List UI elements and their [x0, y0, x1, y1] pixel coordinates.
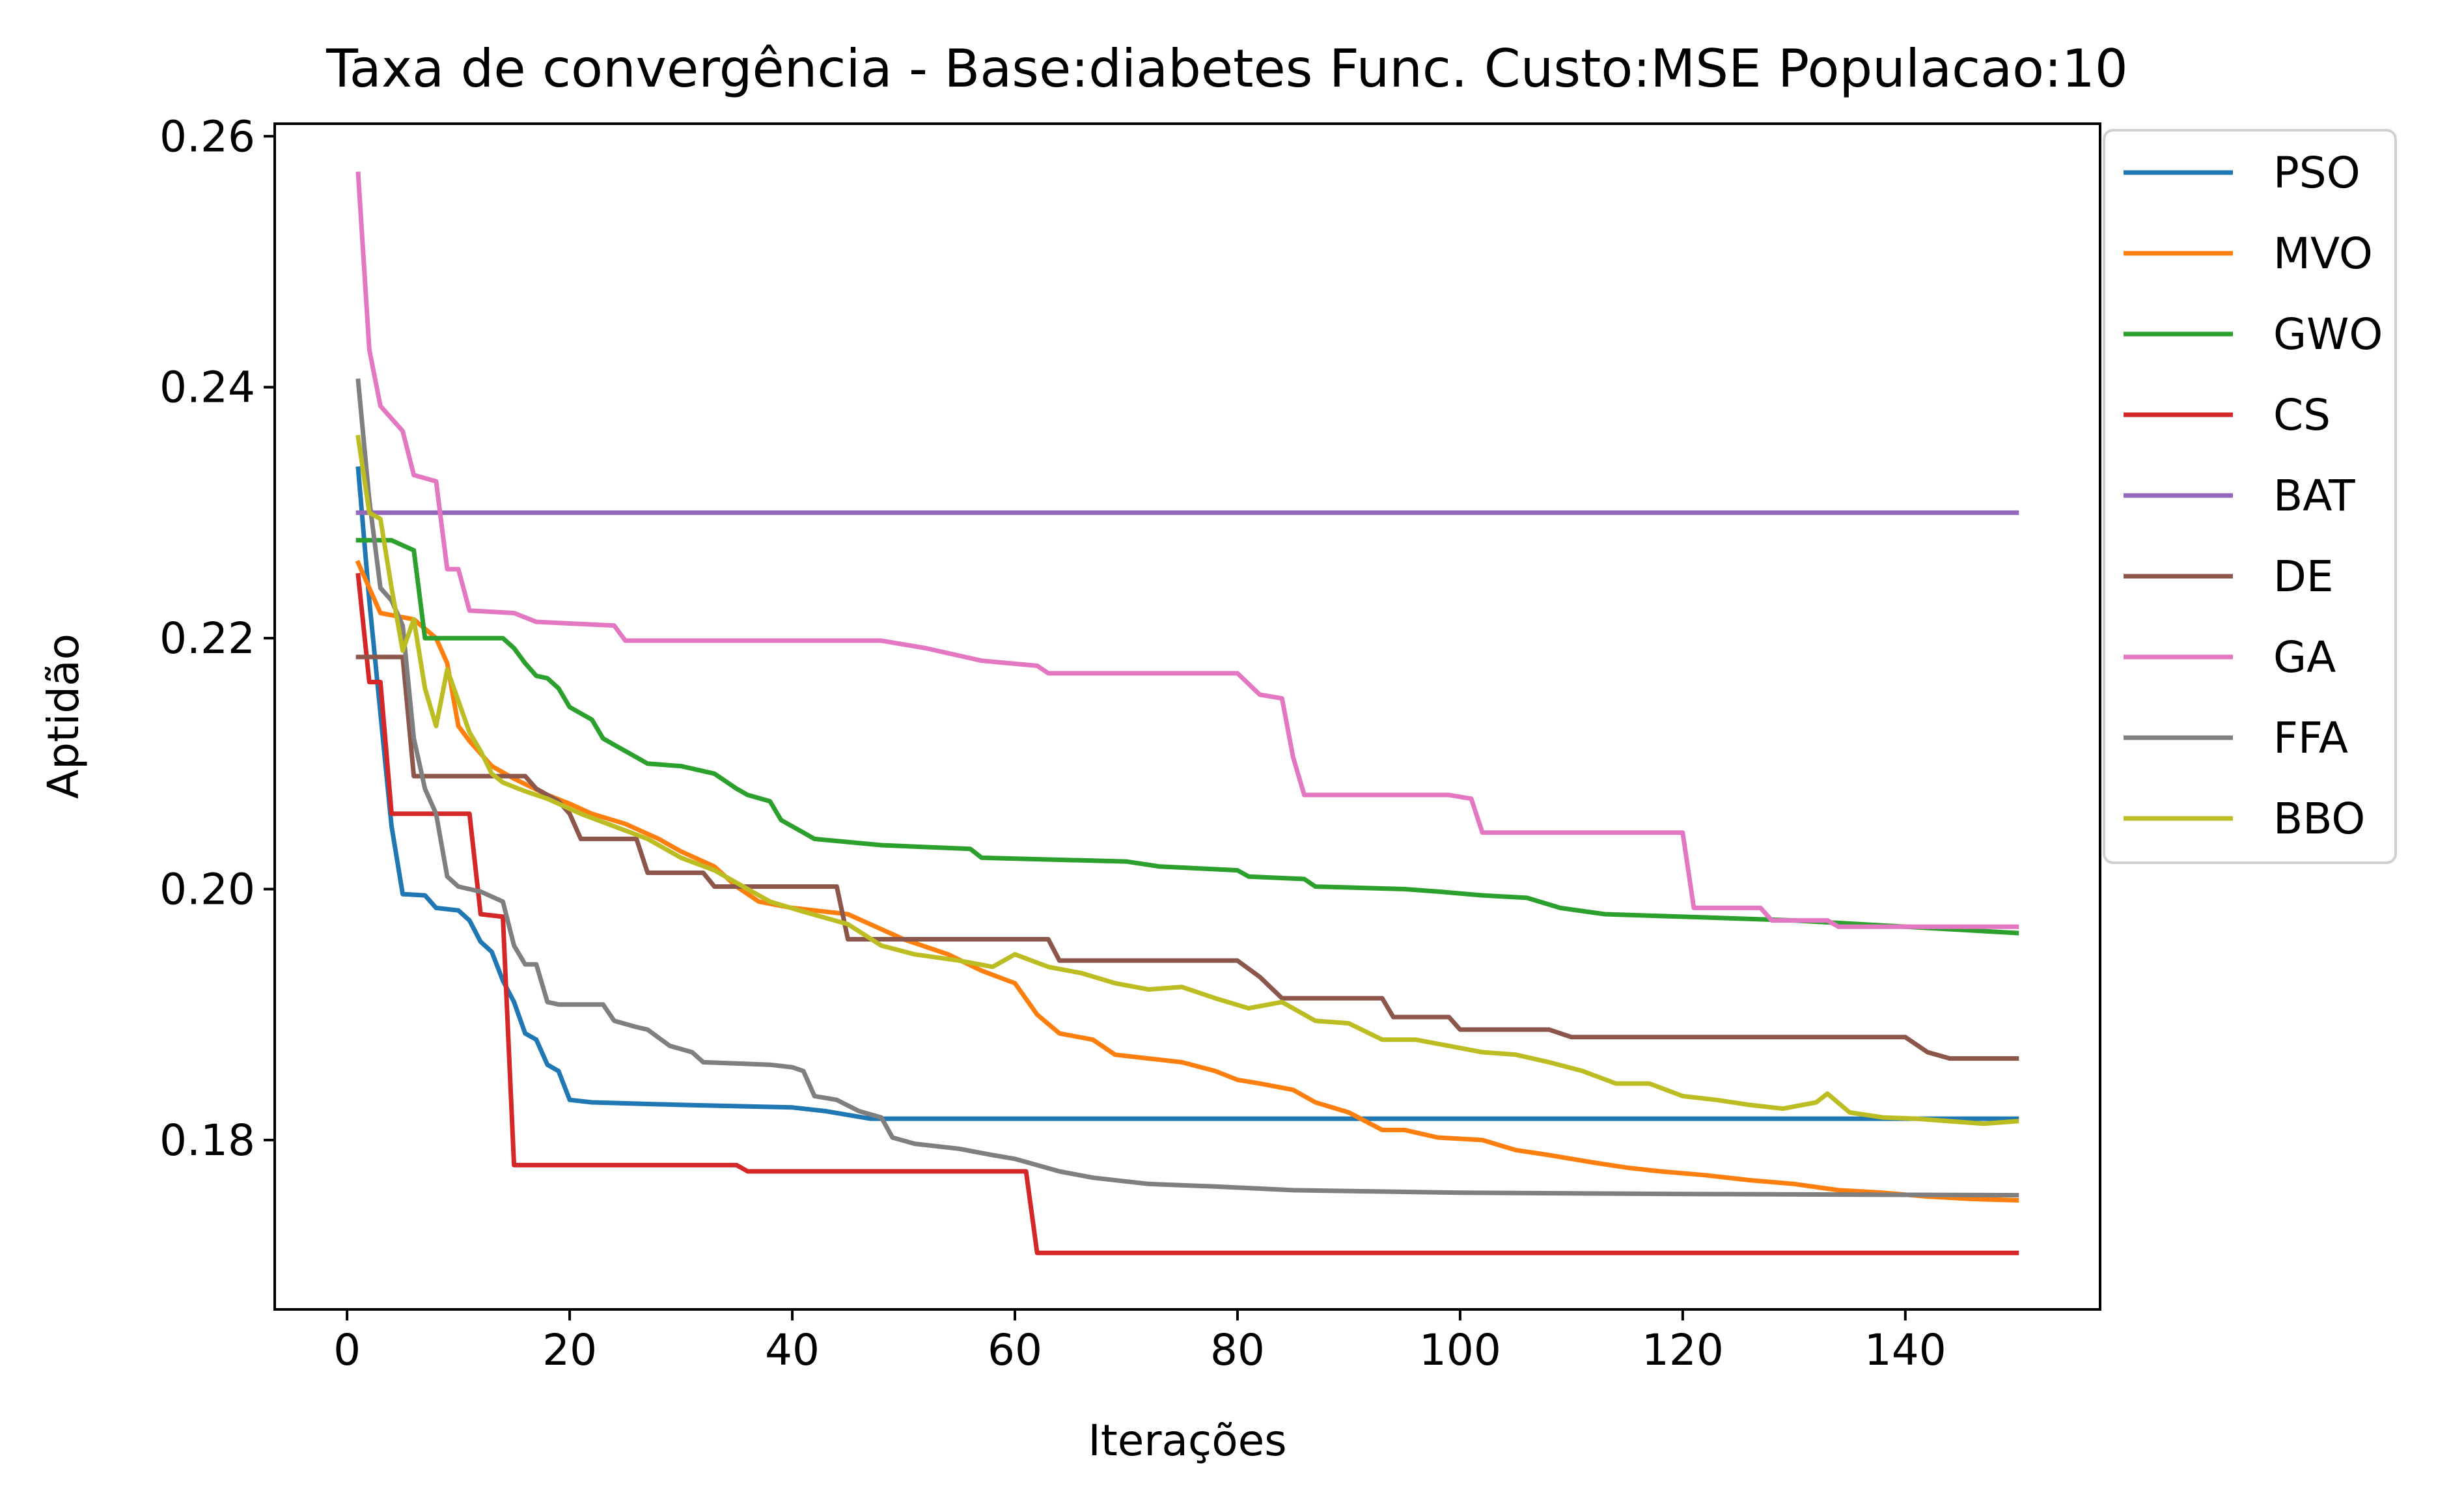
series-line-ga: [355, 171, 2019, 929]
y-tick-label: 0.26: [159, 111, 255, 161]
y-tick-label: 0.22: [159, 613, 255, 663]
series-line-ffa: [355, 378, 2019, 1198]
y-tick-label: 0.24: [159, 363, 255, 413]
legend-item-ga: GA: [2124, 632, 2336, 682]
legend-label: GWO: [2273, 309, 2383, 359]
legend-item-de: DE: [2124, 552, 2334, 602]
legend-box: [2103, 129, 2397, 864]
y-axis: 0.18 0.20 0.22 0.24 0.26: [159, 111, 275, 1166]
x-tick-label: 40: [765, 1325, 820, 1375]
series-line-pso: [355, 466, 2019, 1121]
legend-item-bbo: BBO: [2124, 794, 2365, 844]
x-tick-label: 140: [1864, 1325, 1946, 1375]
legend-item-ffa: FFA: [2124, 713, 2348, 763]
plot-area: 0 20 40 60 80 100 120 140 0.18 0.20 0.22 0.24 0.26: [159, 111, 2101, 1375]
y-axis-label: Aptidão: [38, 634, 89, 799]
legend-label: CS: [2273, 390, 2331, 440]
legend-label: DE: [2273, 552, 2334, 602]
x-tick-label: 80: [1210, 1325, 1265, 1375]
x-tick-label: 20: [542, 1325, 597, 1375]
series-line-de: [355, 654, 2019, 1061]
series-line-bbo: [355, 434, 2019, 1126]
legend-item-mvo: MVO: [2124, 229, 2373, 279]
series-line-mvo: [355, 559, 2019, 1203]
plot-frame: [273, 122, 2101, 1311]
chart-title: Taxa de convergência - Base:diabetes Fun…: [325, 38, 2128, 99]
x-axis-label: Iterações: [1088, 1416, 1286, 1466]
x-tick-label: 100: [1419, 1325, 1501, 1375]
legend: PSO MVO GWO CS BAT DE GA FFA BBO: [2103, 129, 2397, 864]
x-tick-label: 60: [988, 1325, 1042, 1375]
x-tick-label: 120: [1642, 1325, 1724, 1375]
x-tick-label: 0: [333, 1325, 361, 1375]
legend-label: BAT: [2273, 471, 2355, 521]
legend-label: PSO: [2273, 148, 2360, 198]
legend-label: MVO: [2273, 229, 2373, 279]
series-line-cs: [355, 572, 2019, 1255]
series-layer: [355, 171, 2019, 1255]
x-axis: 0 20 40 60 80 100 120 140: [333, 1309, 1946, 1375]
legend-item-gwo: GWO: [2124, 309, 2383, 359]
legend-item-bat: BAT: [2124, 471, 2355, 521]
legend-item-cs: CS: [2124, 390, 2331, 440]
legend-item-pso: PSO: [2124, 148, 2360, 198]
legend-label: FFA: [2273, 713, 2348, 763]
y-tick-label: 0.18: [159, 1115, 255, 1166]
legend-items: PSO MVO GWO CS BAT DE GA FFA BBO: [2124, 148, 2383, 844]
legend-label: BBO: [2273, 794, 2365, 844]
series-line-gwo: [355, 538, 2019, 936]
y-tick-label: 0.20: [159, 864, 255, 914]
legend-label: GA: [2273, 632, 2336, 682]
